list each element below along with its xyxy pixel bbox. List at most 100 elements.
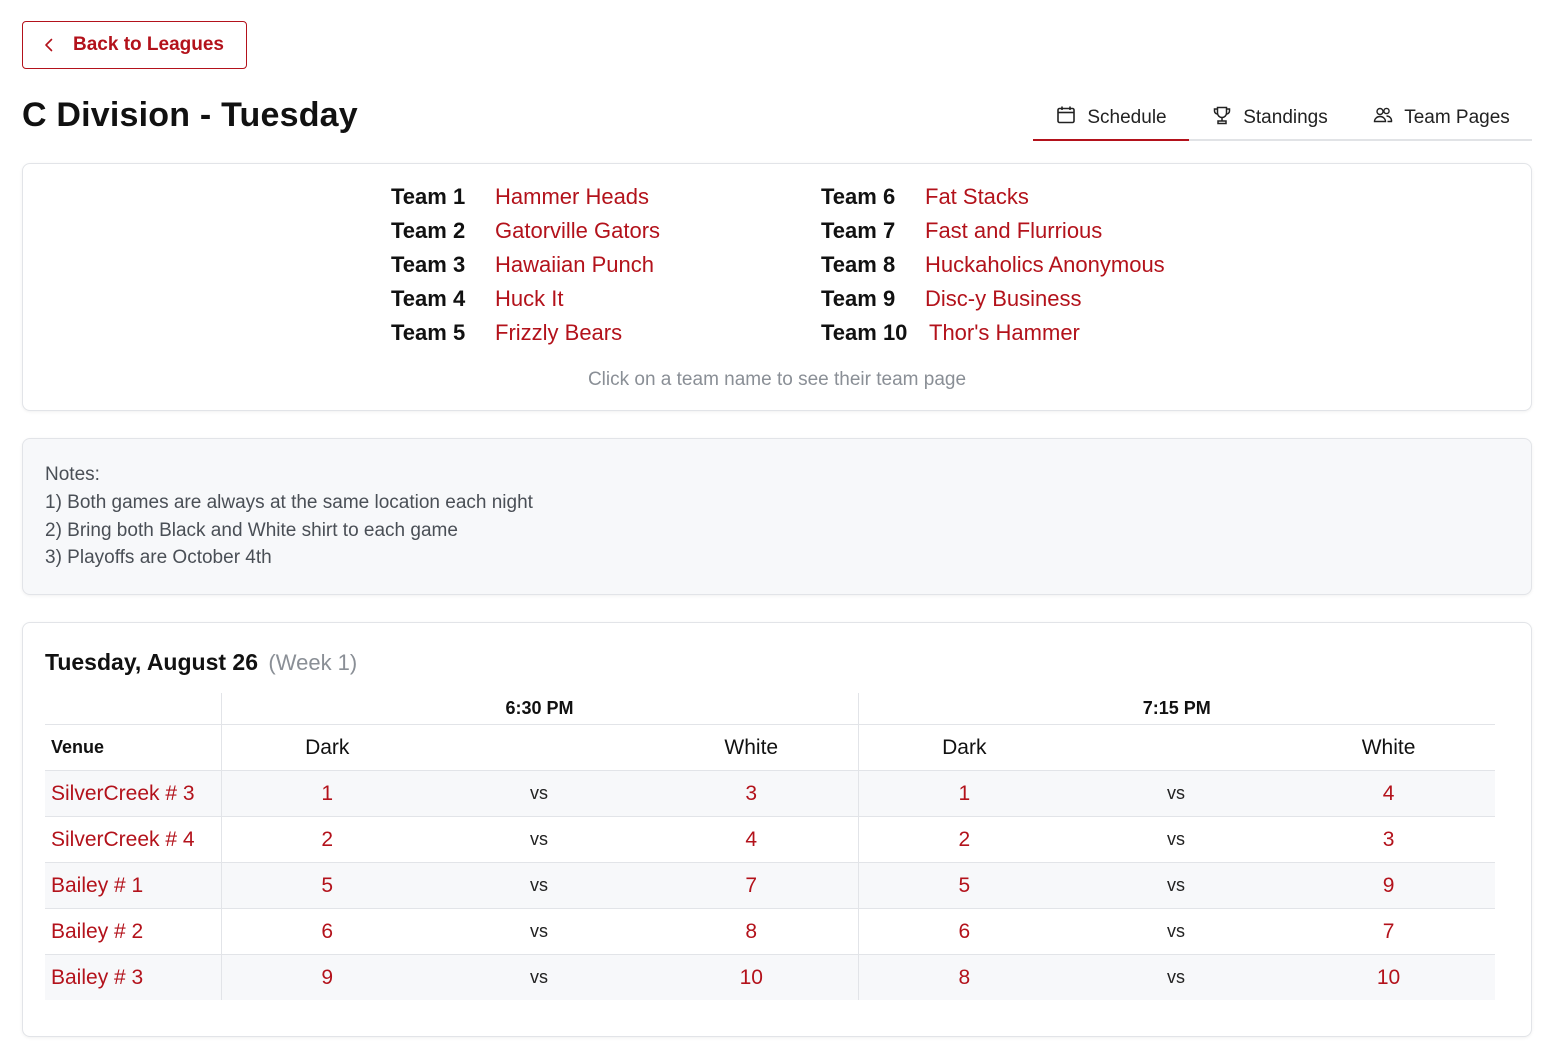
vs-cell: vs [1070,954,1283,1000]
vs-cell: vs [1070,816,1283,863]
dark-team-cell: 1 [857,770,1071,817]
schedule-card: Tuesday, August 26 (Week 1) 6:30 PM 7:15… [22,622,1532,1037]
team-number-link[interactable]: 3 [1382,827,1395,851]
team-number-link[interactable]: 8 [958,965,971,989]
venue-link[interactable]: Bailey # 1 [51,873,144,897]
venue-link[interactable]: Bailey # 2 [51,919,144,943]
team-link[interactable]: Gatorville Gators [495,218,661,243]
team-link[interactable]: Fat Stacks [925,184,1029,209]
team-number-link[interactable]: 10 [1376,965,1401,989]
team-entry: Team 3 Hawaiian Punch [391,248,654,282]
page-title: C Division - Tuesday [22,96,358,134]
table-row: SilverCreek # 3 1 vs 3 1 vs 4 [45,770,1496,817]
dark-column-header: Dark [857,724,1071,771]
white-team-cell: 9 [1282,862,1496,909]
team-entry: Team 1 Hammer Heads [391,180,649,214]
tab-team-pages-label: Team Pages [1404,106,1510,128]
team-number-link[interactable]: 4 [745,827,758,851]
team-number-link[interactable]: 6 [958,919,971,943]
dark-team-cell: 5 [857,862,1071,909]
team-entry: Team 5 Frizzly Bears [391,316,622,350]
white-team-cell: 10 [645,954,859,1000]
white-team-cell: 7 [645,862,859,909]
tab-standings-label: Standings [1243,106,1328,128]
venue-cell: SilverCreek # 3 [45,770,221,817]
notes-card: Notes: 1) Both games are always at the s… [22,438,1532,595]
dark-team-cell: 2 [220,816,433,863]
tab-standings[interactable]: Standings [1189,96,1350,139]
schedule-week: (Week 1) [268,650,358,675]
table-row: SilverCreek # 4 2 vs 4 2 vs 3 [45,816,1496,863]
team-number-link[interactable]: 7 [745,873,758,897]
schedule-table: 6:30 PM 7:15 PM Venue Dark White Dark Wh… [45,693,1496,1000]
note-item: 3) Playoffs are October 4th [45,547,272,568]
team-entry: Team 9 Disc-y Business [821,282,1081,316]
team-number: Team 3 [391,252,466,277]
team-number-link[interactable]: 1 [321,781,334,805]
team-link[interactable]: Disc-y Business [925,286,1082,311]
tab-schedule[interactable]: Schedule [1033,96,1189,141]
schedule-date-heading: Tuesday, August 26 (Week 1) [45,649,357,676]
white-column-header: White [1282,724,1496,771]
white-team-cell: 4 [645,816,859,863]
table-row: Bailey # 2 6 vs 8 6 vs 7 [45,908,1496,955]
dark-team-cell: 9 [220,954,433,1000]
venue-link[interactable]: SilverCreek # 4 [51,827,195,851]
team-number-link[interactable]: 1 [958,781,971,805]
team-number-link[interactable]: 7 [1382,919,1395,943]
team-number-link[interactable]: 9 [1382,873,1395,897]
team-number-link[interactable]: 9 [321,965,334,989]
team-number-link[interactable]: 5 [321,873,334,897]
notes-heading: Notes: [45,464,100,485]
team-number: Team 8 [821,252,896,277]
team-link[interactable]: Hammer Heads [495,184,650,209]
venue-link[interactable]: Bailey # 3 [51,965,144,989]
vs-column-header [1070,724,1283,771]
vs-cell: vs [433,954,645,1000]
team-number-link[interactable]: 6 [321,919,334,943]
team-link[interactable]: Thor's Hammer [929,320,1080,345]
team-link[interactable]: Frizzly Bears [495,320,623,345]
table-row: Bailey # 3 9 vs 10 8 vs 10 [45,954,1496,1000]
dark-team-cell: 8 [857,954,1071,1000]
back-to-leagues-button[interactable]: Back to Leagues [22,21,247,69]
time-slot-header: 6:30 PM [220,693,859,725]
white-team-cell: 3 [1282,816,1496,863]
calendar-icon [1055,104,1077,132]
team-entry: Team 10 Thor's Hammer [821,316,1080,350]
team-number-link[interactable]: 8 [745,919,758,943]
venue-header-spacer [45,693,221,725]
dark-team-cell: 1 [220,770,433,817]
vs-cell: vs [1070,862,1283,909]
tab-schedule-label: Schedule [1087,106,1167,128]
dark-team-cell: 6 [220,908,433,955]
team-link[interactable]: Huck It [495,286,564,311]
team-number-link[interactable]: 3 [745,781,758,805]
team-link[interactable]: Hawaiian Punch [495,252,654,277]
white-team-cell: 3 [645,770,859,817]
chevron-left-icon [42,38,56,52]
team-entry: Team 7 Fast and Flurrious [821,214,1102,248]
note-item: 1) Both games are always at the same loc… [45,492,533,513]
vs-column-header [433,724,645,771]
team-number: Team 4 [391,286,466,311]
time-slot-header: 7:15 PM [857,693,1496,725]
team-number-link[interactable]: 4 [1382,781,1395,805]
team-number-link[interactable]: 10 [739,965,763,989]
dark-team-cell: 6 [857,908,1071,955]
team-number-link[interactable]: 5 [958,873,971,897]
team-link[interactable]: Fast and Flurrious [925,218,1103,243]
team-number: Team 6 [821,184,896,209]
team-link[interactable]: Huckaholics Anonymous [925,252,1165,277]
vs-cell: vs [433,908,645,955]
trophy-icon [1211,104,1233,132]
team-number-link[interactable]: 2 [958,827,971,851]
team-number-link[interactable]: 2 [321,827,334,851]
white-team-cell: 7 [1282,908,1496,955]
tab-team-pages[interactable]: Team Pages [1350,96,1532,139]
venue-cell: SilverCreek # 4 [45,816,221,863]
vs-cell: vs [1070,908,1283,955]
venue-link[interactable]: SilverCreek # 3 [51,781,195,805]
note-item: 2) Bring both Black and White shirt to e… [45,520,458,541]
team-number: Team 1 [391,184,466,209]
